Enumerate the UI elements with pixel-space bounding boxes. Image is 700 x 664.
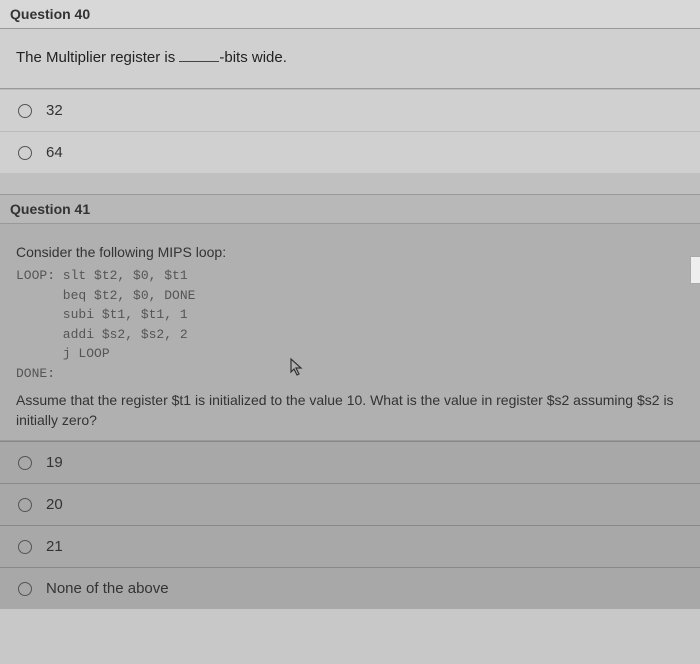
question-41-body: Consider the following MIPS loop: LOOP: …	[0, 224, 700, 441]
radio-icon	[18, 498, 32, 512]
question-40-body: The Multiplier register is -bits wide.	[0, 29, 700, 89]
mips-code-block: LOOP: slt $t2, $0, $t1 beq $t2, $0, DONE…	[16, 266, 684, 383]
option-row-64[interactable]: 64	[0, 131, 700, 173]
code-line: DONE:	[16, 366, 55, 381]
question-40-prompt: The Multiplier register is -bits wide.	[16, 49, 684, 66]
option-row-none[interactable]: None of the above	[0, 567, 700, 609]
option-row-32[interactable]: 32	[0, 89, 700, 131]
code-line: subi $t1, $t1, 1	[16, 307, 188, 322]
code-line: addi $s2, $s2, 2	[16, 327, 188, 342]
option-label: 19	[46, 454, 63, 471]
option-label: 21	[46, 538, 63, 555]
question-41-followup: Assume that the register $t1 is initiali…	[16, 391, 684, 430]
question-41-options: 19 20 21 None of the above	[0, 441, 700, 609]
prompt-before: The Multiplier register is	[16, 49, 179, 66]
question-40-title: Question 40	[10, 6, 90, 22]
blank-underline	[179, 61, 219, 62]
radio-icon	[18, 582, 32, 596]
code-line: j LOOP	[16, 346, 110, 361]
question-40-header: Question 40	[0, 0, 700, 29]
radio-icon	[18, 146, 32, 160]
option-label: 20	[46, 496, 63, 513]
question-41-intro: Consider the following MIPS loop:	[16, 244, 684, 260]
code-line: LOOP: slt $t2, $0, $t1	[16, 268, 188, 283]
code-line: beq $t2, $0, DONE	[16, 288, 195, 303]
question-41-title: Question 41	[10, 201, 90, 217]
radio-icon	[18, 540, 32, 554]
option-row-19[interactable]: 19	[0, 441, 700, 483]
option-label: None of the above	[46, 580, 169, 597]
option-row-21[interactable]: 21	[0, 525, 700, 567]
option-row-20[interactable]: 20	[0, 483, 700, 525]
radio-icon	[18, 104, 32, 118]
side-tab[interactable]	[690, 256, 700, 284]
prompt-after: -bits wide.	[219, 49, 287, 66]
option-label: 32	[46, 102, 63, 119]
option-label: 64	[46, 144, 63, 161]
question-41-header: Question 41	[0, 195, 700, 224]
spacer	[0, 173, 700, 195]
question-40-options: 32 64	[0, 89, 700, 173]
radio-icon	[18, 456, 32, 470]
